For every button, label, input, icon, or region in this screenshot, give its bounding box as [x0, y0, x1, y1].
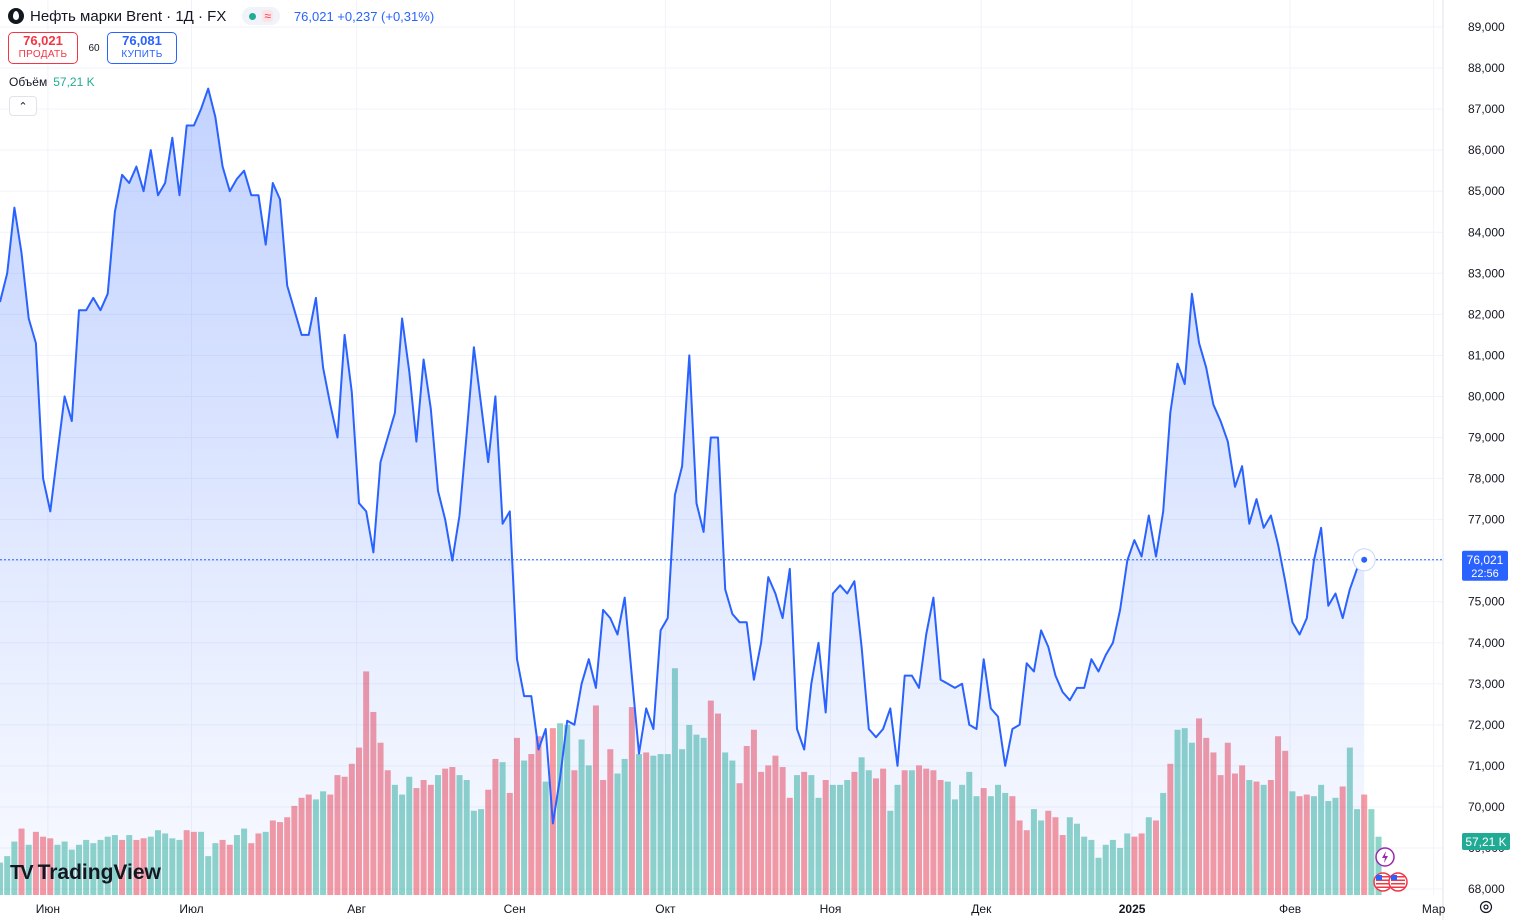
- price-line: [0, 87, 1365, 825]
- sell-label: ПРОДАТЬ: [18, 49, 68, 60]
- oil-drop-icon: [8, 8, 24, 24]
- time-tick-label: Июл: [179, 902, 203, 916]
- price-tick-label: 72,000: [1468, 718, 1505, 732]
- time-tick-label: Сен: [504, 902, 526, 916]
- buy-label: КУПИТЬ: [121, 49, 163, 60]
- flag-stripe: [1391, 886, 1405, 888]
- last-price-label-bg: [1462, 550, 1508, 581]
- market-status[interactable]: ≈: [242, 7, 280, 25]
- tradingview-logo[interactable]: TV TradingView: [10, 861, 161, 885]
- time-tick-label: Ноя: [820, 902, 842, 916]
- price-tick-label: 88,000: [1468, 61, 1505, 75]
- flag-canton: [1391, 875, 1397, 880]
- last-price-label: 76,021: [1467, 553, 1504, 567]
- volume-legend[interactable]: Объём 57,21 K: [9, 75, 95, 89]
- price-tick-label: 82,000: [1468, 307, 1505, 321]
- price-tick-label: 81,000: [1468, 348, 1505, 362]
- time-tick-label: 2025: [1119, 902, 1146, 916]
- volume-bar: [1375, 836, 1382, 895]
- time-tick-label: Окт: [655, 902, 676, 916]
- price-tick-label: 86,000: [1468, 143, 1505, 157]
- price-tick-label: 68,000: [1468, 882, 1505, 896]
- buy-price: 76,081: [122, 33, 162, 48]
- price-tick-label: 70,000: [1468, 800, 1505, 814]
- buy-button[interactable]: 76,081 КУПИТЬ: [107, 32, 177, 64]
- flag-stripe: [1391, 879, 1405, 881]
- price-tick-label: 84,000: [1468, 225, 1505, 239]
- volume-value: 57,21 K: [53, 75, 95, 89]
- price-tick-label: 89,000: [1468, 20, 1505, 34]
- price-tick-label: 77,000: [1468, 513, 1505, 527]
- time-tick-label: Июн: [36, 902, 60, 916]
- flag-stripe: [1376, 876, 1390, 878]
- chart-header: Нефть марки Brent · 1Д · FX ≈ 76,021 +0,…: [8, 7, 434, 25]
- chevron-up-icon: ⌃: [18, 100, 28, 113]
- flag-stripe: [1376, 883, 1390, 885]
- price-tick-label: 71,000: [1468, 759, 1505, 773]
- countdown-label: 22:56: [1471, 568, 1499, 580]
- time-axis: Июн Июл Авг Сен Окт Ноя Дек 2025 Фев Мар: [36, 902, 1446, 916]
- time-tick-label: Дек: [971, 902, 992, 916]
- price-tick-label: 75,000: [1468, 595, 1505, 609]
- price-tick-label: 83,000: [1468, 266, 1505, 280]
- price-tick-label: 80,000: [1468, 389, 1505, 403]
- tradingview-mark: TV: [10, 861, 34, 884]
- time-tick-label: Мар: [1422, 902, 1446, 916]
- lightning-glyph: [1382, 851, 1388, 863]
- sell-button[interactable]: 76,021 ПРОДАТЬ: [8, 32, 78, 64]
- price-axis: 68,00069,00070,00071,00072,00073,00074,0…: [1442, 0, 1505, 920]
- flag-stripe: [1376, 886, 1390, 888]
- price-tick-label: 78,000: [1468, 472, 1505, 486]
- volume-label: Объём: [9, 75, 48, 89]
- event-markers: [1373, 847, 1408, 892]
- price-tick-label: 79,000: [1468, 431, 1505, 445]
- flag-stripe: [1391, 883, 1405, 885]
- flag-canton: [1376, 875, 1382, 880]
- price-area: [0, 88, 1365, 896]
- price-tick-label: 73,000: [1468, 677, 1505, 691]
- last-price-dot: [1361, 556, 1368, 563]
- collapse-legend-button[interactable]: ⌃: [9, 96, 37, 116]
- flag-stripe: [1391, 876, 1405, 878]
- price-tick-label: 85,000: [1468, 184, 1505, 198]
- market-open-icon: [249, 12, 257, 20]
- gear-icon[interactable]: [1478, 899, 1494, 915]
- symbol-title[interactable]: Нефть марки Brent · 1Д · FX: [30, 7, 227, 25]
- price-change: 76,021 +0,237 (+0,31%): [293, 8, 435, 24]
- flag-stripe: [1376, 879, 1390, 881]
- price-tick-label: 87,000: [1468, 102, 1505, 116]
- volume-label-bg: [1462, 833, 1510, 850]
- price-tick-label: 74,000: [1468, 636, 1505, 650]
- volume-bar: [1368, 809, 1375, 895]
- tradingview-wordmark: TradingView: [37, 861, 161, 884]
- time-tick-label: Фев: [1279, 902, 1301, 916]
- spread-value: 60: [88, 43, 100, 54]
- sell-price: 76,021: [23, 33, 63, 48]
- volume-axis-label: 57,21 K: [1465, 835, 1506, 849]
- time-tick-label: Авг: [347, 902, 366, 916]
- delayed-data-icon: ≈: [262, 9, 273, 23]
